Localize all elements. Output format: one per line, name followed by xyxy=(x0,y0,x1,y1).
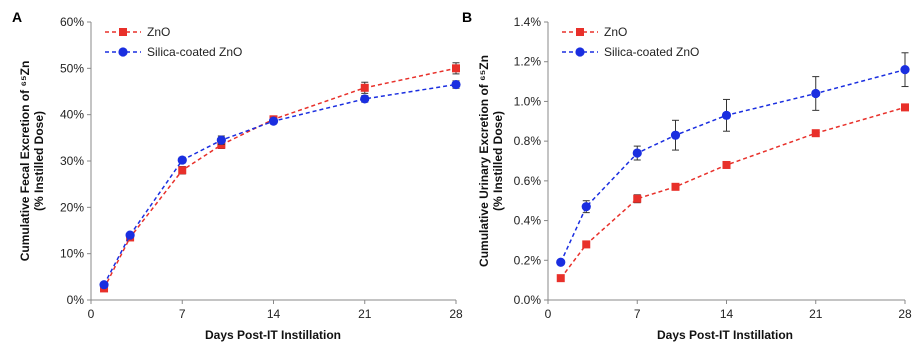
panel-b-series-line-silica-coated-zno xyxy=(560,68,906,263)
panel-b-y-tick-label: 1.2% xyxy=(514,55,542,69)
panel-a-series-zno xyxy=(100,62,460,293)
panel-b-ylabel-line2: (% Instilled Dose) xyxy=(491,111,505,211)
panel-b-point-silica-coated-zno xyxy=(632,148,642,158)
panel-b-label: B xyxy=(462,9,472,25)
panel-a-legend-label: Silica-coated ZnO xyxy=(147,45,242,59)
panel-b-y-tick-label: 0.2% xyxy=(514,253,542,267)
panel-a-y-tick-label: 30% xyxy=(60,154,84,168)
panel-a-point-silica-coated-zno xyxy=(268,116,279,126)
panel-a-y-tick-label: 60% xyxy=(60,15,84,29)
panel-b-x-tick-label: 0 xyxy=(545,307,552,321)
panel-a-axes xyxy=(90,22,456,301)
panel-b-x-tick-label: 28 xyxy=(898,307,912,321)
panel-a-series-silica-coated-zno xyxy=(99,79,461,290)
panel-a-x-tick-label: 28 xyxy=(449,307,463,321)
panel-b-x-tick-label: 7 xyxy=(634,307,641,321)
panel-a-x-tick-label: 21 xyxy=(358,307,372,321)
panel-b-y-tick-label: 1.4% xyxy=(514,15,542,29)
panel-a-point-silica-coated-zno xyxy=(99,280,109,290)
panel-b-legend-label: Silica-coated ZnO xyxy=(604,45,699,59)
panel-b-series-line-zno xyxy=(560,106,906,279)
panel-b-point-silica-coated-zno xyxy=(721,110,732,120)
panel-b-legend: ZnO Silica-coated ZnO xyxy=(562,25,699,59)
panel-a-point-zno xyxy=(178,166,187,175)
panel-b-x-tick-label: 21 xyxy=(809,307,823,321)
panel-b-legend-entry-zno: ZnO xyxy=(562,25,627,39)
panel-b-y-ticks: 0.0% 0.2% 0.4% 0.6% 0.8% 1.0% 1.2% 1.4% xyxy=(514,15,548,307)
panel-a-point-silica-coated-zno xyxy=(451,79,461,90)
panel-a-y-tick-label: 10% xyxy=(60,247,84,261)
panel-a-series-line-silica-coated-zno xyxy=(103,83,457,286)
panel-b-y-tick-label: 1.0% xyxy=(514,94,542,108)
panel-b-y-tick-label: 0.6% xyxy=(514,174,542,188)
panel-b-legend-marker xyxy=(575,47,585,57)
panel-a-plot-area xyxy=(99,62,461,293)
panel-b-legend-marker xyxy=(576,28,584,36)
panel-b-plot-area xyxy=(556,52,910,283)
panel-a-y-ticks: 0% 10% 20% 30% 40% 50% 60% xyxy=(60,15,91,307)
panel-b-point-zno xyxy=(811,129,820,138)
panel-b-series-silica-coated-zno xyxy=(556,52,910,267)
panel-b-point-zno xyxy=(722,160,731,169)
panel-b-point-silica-coated-zno xyxy=(900,65,910,75)
panel-a-x-tick-label: 0 xyxy=(88,307,95,321)
panel-a-legend-entry-silica-coated-zno: Silica-coated ZnO xyxy=(105,45,242,59)
panel-b-y-tick-label: 0.8% xyxy=(514,134,542,148)
panel-b-point-zno xyxy=(556,274,565,283)
panel-a-x-tick-label: 14 xyxy=(267,307,281,321)
panel-b-y-tick-label: 0.0% xyxy=(514,293,542,307)
panel-b-series-zno xyxy=(556,103,909,283)
panel-b-point-silica-coated-zno xyxy=(811,88,821,99)
panel-b-x-tick-label: 14 xyxy=(720,307,734,321)
panel-b-point-zno xyxy=(582,240,591,249)
panel-a-legend-label: ZnO xyxy=(147,25,170,39)
panel-b-legend-entry-silica-coated-zno: Silica-coated ZnO xyxy=(562,45,699,59)
panel-a-point-silica-coated-zno xyxy=(216,135,226,145)
panel-a-ylabel-line1: Cumulative Fecal Excretion of ⁶⁵Zn xyxy=(18,61,32,262)
panel-b-x-ticks: 0 7 14 21 28 xyxy=(545,300,912,321)
panel-a-ylabel-line2: (% Instilled Dose) xyxy=(32,111,46,211)
panel-b-point-silica-coated-zno xyxy=(581,202,591,212)
panel-a-point-silica-coated-zno xyxy=(125,230,135,240)
panel-b-point-silica-coated-zno xyxy=(556,257,566,267)
panel-b-ylabel-line1: Cumulative Urinary Excretion of ⁶⁵Zn xyxy=(477,55,491,267)
panel-a-point-zno xyxy=(452,64,460,73)
panel-b-point-zno xyxy=(901,103,909,112)
panel-a-xlabel: Days Post-IT Instillation xyxy=(205,328,341,342)
panel-a-y-tick-label: 20% xyxy=(60,200,84,214)
panel-a-x-tick-label: 7 xyxy=(179,307,186,321)
panel-b-xlabel: Days Post-IT Instillation xyxy=(657,328,793,342)
panel-a-point-zno xyxy=(360,83,369,92)
panel-a-series-line-zno xyxy=(103,67,457,289)
panel-a-legend-marker xyxy=(119,28,127,36)
panel-a-label: A xyxy=(12,9,22,25)
panel-b-point-zno xyxy=(671,182,680,191)
panel-a-point-silica-coated-zno xyxy=(177,155,187,165)
panel-a-legend: ZnO Silica-coated ZnO xyxy=(105,25,242,59)
panel-a-x-ticks: 0 7 14 21 28 xyxy=(88,300,463,321)
panel-a-point-silica-coated-zno xyxy=(360,94,370,104)
panel-a-legend-marker xyxy=(118,47,128,57)
panel-a-y-tick-label: 0% xyxy=(67,293,85,307)
panel-b-legend-label: ZnO xyxy=(604,25,627,39)
panel-a-y-tick-label: 50% xyxy=(60,61,84,75)
panel-b: B Cumulative Urinary Excretion of ⁶⁵Zn (… xyxy=(462,9,912,342)
panel-b-point-zno xyxy=(633,194,642,203)
panel-b-point-silica-coated-zno xyxy=(670,130,681,140)
panel-b-y-tick-label: 0.4% xyxy=(514,214,542,228)
panel-a: A Cumulative Fecal Excretion of ⁶⁵Zn (% … xyxy=(12,9,463,342)
panel-a-y-tick-label: 40% xyxy=(60,108,84,122)
panel-a-legend-entry-zno: ZnO xyxy=(105,25,170,39)
